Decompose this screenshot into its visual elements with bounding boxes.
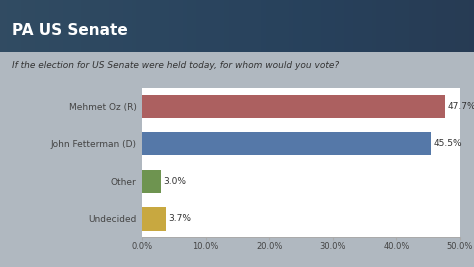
Text: If the election for US Senate were held today, for whom would you vote?: If the election for US Senate were held … <box>12 61 339 70</box>
Text: 3.0%: 3.0% <box>164 177 187 186</box>
Bar <box>142 170 161 193</box>
Bar <box>142 207 165 231</box>
Bar <box>142 95 446 118</box>
Text: 47.7%: 47.7% <box>448 102 474 111</box>
Text: PA US Senate: PA US Senate <box>12 23 128 38</box>
Text: 45.5%: 45.5% <box>434 139 463 148</box>
Text: 3.7%: 3.7% <box>168 214 191 223</box>
Bar <box>142 132 431 155</box>
